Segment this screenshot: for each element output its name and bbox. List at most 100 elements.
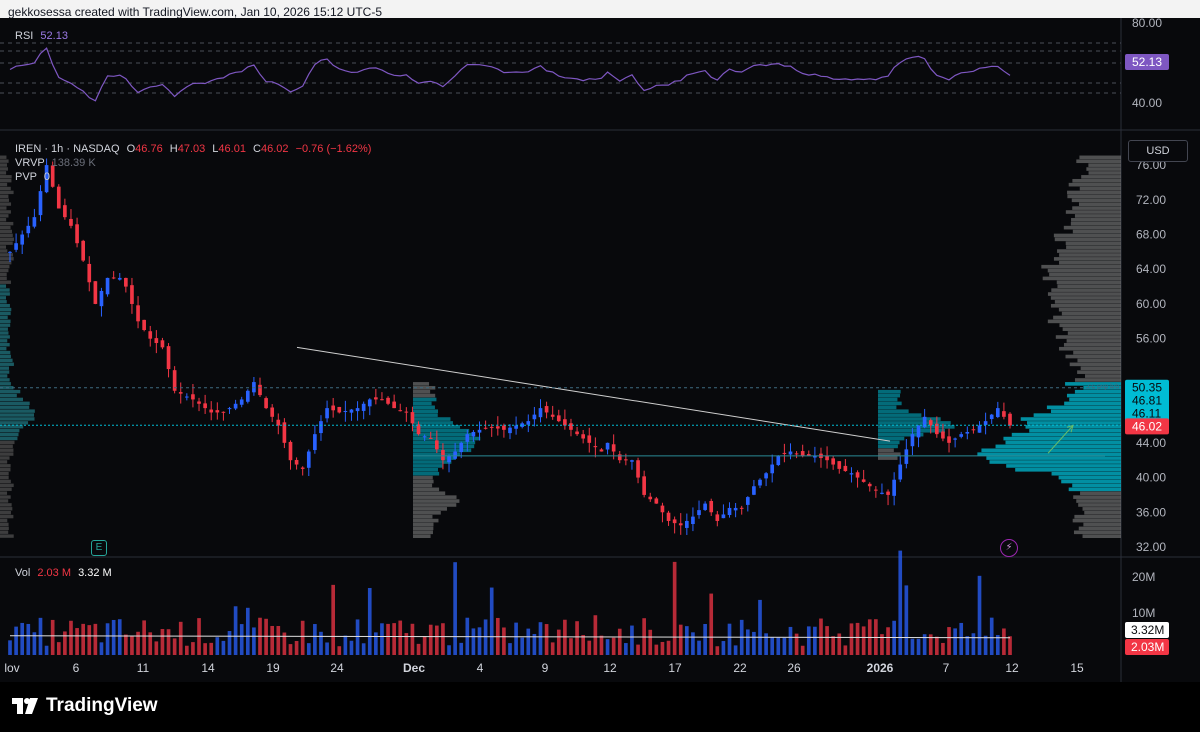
vp-row: [1049, 272, 1121, 277]
currency-button[interactable]: USD: [1128, 140, 1188, 162]
vp-session-row: [413, 503, 457, 507]
vp-left-row: [0, 428, 20, 433]
vp-left-row: [0, 241, 13, 245]
vp-left-row: [0, 202, 12, 206]
volume-bar: [575, 621, 579, 655]
candle-body: [197, 401, 201, 404]
candle-body: [148, 331, 153, 339]
candle-body: [209, 409, 214, 413]
volume-bar: [1008, 636, 1012, 655]
symbol-legend[interactable]: IREN · 1h · NASDAQ O46.76 H47.03 L46.01 …: [15, 143, 371, 155]
candle-body: [276, 419, 281, 426]
vp-row: [1088, 171, 1121, 175]
vp-row: [1083, 522, 1121, 527]
vp-left-row: [0, 206, 7, 210]
candle-body: [435, 440, 439, 450]
vp-left-row: [0, 358, 13, 363]
time-axis-label: 24: [330, 661, 344, 675]
vp-session-row: [413, 444, 475, 449]
volume-bar: [843, 645, 848, 655]
candle-body: [538, 408, 543, 418]
earnings-event-icon[interactable]: E: [91, 540, 107, 556]
volume-bar: [733, 645, 738, 655]
rsi-legend[interactable]: RSI 52.13: [15, 30, 68, 42]
candle-body: [703, 503, 707, 510]
vp-row: [989, 460, 1121, 464]
candle-body: [117, 277, 122, 280]
vp-row: [1066, 245, 1121, 249]
vp-left-row: [0, 276, 7, 281]
candle-body: [758, 479, 762, 486]
vp-row: [1065, 241, 1121, 246]
vp-row: [977, 452, 1121, 456]
volume-bar: [191, 642, 195, 655]
volume-value: 2.03 M: [37, 567, 71, 579]
vp-row: [1020, 417, 1121, 421]
vp-left-row: [0, 303, 10, 308]
vp-row: [1051, 471, 1121, 476]
candle-body: [69, 218, 73, 226]
price-tick-label: 44.00: [1136, 436, 1166, 450]
vp-left-row: [0, 530, 9, 534]
high-value: 47.03: [177, 143, 206, 155]
vp-left-row: [0, 229, 13, 234]
volume-bar: [898, 550, 903, 655]
vp-session-row: [413, 499, 460, 503]
dividend-bolt-icon[interactable]: ⚡: [1000, 539, 1018, 557]
candle-body: [685, 520, 689, 528]
candle-body: [26, 225, 31, 234]
vrvp-value: 138.39 K: [51, 157, 96, 169]
vp-row: [1047, 268, 1121, 273]
vp-left-row: [0, 350, 11, 355]
candle-body: [928, 420, 933, 426]
volume-bar: [636, 644, 640, 655]
candle-body: [355, 408, 360, 412]
vp-left-row: [0, 362, 14, 366]
candle-body: [75, 224, 79, 244]
volume-bar: [313, 624, 317, 655]
volume-bar: [794, 633, 799, 655]
candle-body: [721, 514, 726, 519]
volume-bar: [800, 645, 805, 655]
volume-bar: [678, 624, 683, 655]
volume-bar: [130, 635, 134, 655]
vp-row: [1067, 331, 1121, 335]
candle-body: [648, 496, 653, 500]
pvp-legend[interactable]: PVP 0: [15, 171, 50, 183]
candle-body: [831, 458, 835, 465]
candle-body: [666, 512, 671, 521]
volume-bar: [770, 637, 775, 655]
vp-left-row: [0, 507, 13, 511]
candle-body: [178, 392, 183, 394]
vp-session-row: [413, 452, 461, 456]
volume-bar: [337, 646, 342, 655]
vp-session-row: [878, 397, 898, 402]
vrvp-legend[interactable]: VRVP 138.39 K: [15, 157, 96, 169]
volume-legend[interactable]: Vol 2.03 M 3.32 M: [15, 567, 112, 579]
volume-bar: [617, 628, 622, 655]
vp-left-row: [0, 526, 9, 531]
volume-bar: [93, 623, 98, 655]
vp-left-row: [0, 182, 8, 187]
time-axis-label: 7: [943, 661, 950, 675]
vp-session-row: [413, 428, 470, 433]
vp-left-row: [0, 370, 10, 374]
tradingview-logo[interactable]: TradingView: [12, 695, 158, 717]
price-badge-text: 46.02: [1132, 419, 1162, 433]
candle-body: [422, 436, 427, 438]
vp-row: [1054, 237, 1121, 242]
vp-row: [1011, 432, 1121, 437]
change-value: −0.76 (−1.62%): [295, 143, 372, 155]
candle-body: [288, 441, 293, 461]
vp-left-row: [0, 483, 14, 488]
candle-body: [325, 408, 329, 419]
price-tick-label: 56.00: [1136, 332, 1166, 346]
vp-left-row: [0, 186, 11, 191]
vp-session-row: [413, 487, 440, 492]
volume-bar: [209, 642, 214, 655]
rsi-scale-label: 40.00: [1132, 96, 1162, 110]
vp-session-row: [878, 436, 905, 441]
